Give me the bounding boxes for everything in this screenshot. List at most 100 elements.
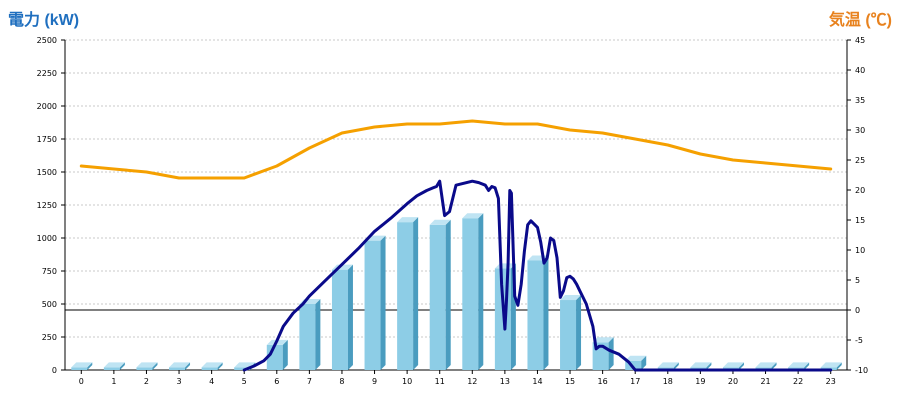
left-tick-label: 1000 [37, 234, 57, 243]
lines-layer [79, 119, 833, 372]
right-tick-label: 45 [855, 36, 865, 45]
x-tick-label: 14 [532, 377, 542, 386]
bar [364, 235, 386, 370]
bar-front [234, 367, 251, 370]
bar [397, 217, 419, 370]
x-tick-label: 22 [793, 377, 803, 386]
right-tick-label: -5 [855, 336, 863, 345]
x-tick-label: 18 [663, 377, 673, 386]
bar-front [299, 304, 316, 370]
bar [169, 362, 191, 370]
bar-front [169, 367, 186, 370]
bar-side [152, 362, 158, 370]
right-tick-label: 0 [855, 306, 860, 315]
x-tick-label: 8 [339, 377, 344, 386]
x-tick-label: 15 [565, 377, 575, 386]
bar [136, 362, 158, 370]
x-tick-label: 0 [79, 377, 84, 386]
axes-layer: 02505007501000125015001750200022502500-1… [37, 36, 868, 386]
bar-side [87, 362, 93, 370]
bar-top [397, 217, 419, 223]
bar [331, 264, 353, 370]
right-tick-label: 5 [855, 276, 860, 285]
x-tick-label: 2 [144, 377, 149, 386]
bar [103, 362, 125, 370]
x-tick-label: 17 [630, 377, 640, 386]
left-tick-label: 2000 [37, 102, 57, 111]
left-tick-label: 1250 [37, 201, 57, 210]
bar [201, 362, 223, 370]
bar-front [201, 367, 218, 370]
right-tick-label: 15 [855, 216, 865, 225]
bar-side [413, 217, 419, 370]
bar-side [217, 362, 223, 370]
bar-side [315, 299, 321, 370]
left-tick-label: 1500 [37, 168, 57, 177]
bar-side [706, 362, 712, 370]
left-tick-label: 750 [42, 267, 57, 276]
x-tick-label: 9 [372, 377, 377, 386]
bar-front [71, 367, 88, 370]
bar-top [592, 337, 614, 343]
bar [462, 213, 484, 370]
bar-side [641, 355, 647, 370]
right-tick-label: -10 [855, 366, 868, 375]
bar [527, 255, 549, 370]
x-tick-label: 23 [826, 377, 836, 386]
bar [429, 219, 451, 370]
bar-side [478, 213, 484, 370]
bar-front [560, 300, 577, 370]
bar-front [103, 367, 120, 370]
right-tick-label: 25 [855, 156, 865, 165]
bar-side [380, 235, 386, 370]
x-tick-label: 1 [111, 377, 116, 386]
bar-front [462, 218, 479, 370]
bar-side [673, 362, 679, 370]
bar-top [788, 362, 810, 368]
right-tick-label: 20 [855, 186, 865, 195]
bar [71, 362, 93, 370]
bar-top [690, 362, 712, 368]
bars-layer [71, 213, 842, 370]
left-tick-label: 0 [52, 366, 57, 375]
bar-side [576, 295, 582, 370]
x-tick-label: 19 [695, 377, 705, 386]
left-tick-label: 250 [42, 333, 57, 342]
bar [560, 295, 582, 370]
temperature-line [79, 119, 833, 180]
bar-top [136, 362, 158, 368]
bar-top [169, 362, 191, 368]
bar-front [429, 224, 446, 370]
x-tick-label: 3 [176, 377, 181, 386]
bar-top [820, 362, 842, 368]
x-tick-label: 12 [467, 377, 477, 386]
bar-side [738, 362, 744, 370]
bar-front [136, 367, 153, 370]
bar-front [527, 260, 544, 370]
left-axis-label: 電力 (kW) [8, 12, 80, 29]
bar-top [722, 362, 744, 368]
bar-side [282, 339, 288, 370]
x-tick-label: 4 [209, 377, 214, 386]
bar-top [755, 362, 777, 368]
bar [299, 299, 321, 370]
bar-side [771, 362, 777, 370]
right-tick-label: 30 [855, 126, 865, 135]
x-tick-label: 7 [307, 377, 312, 386]
bar-top [201, 362, 223, 368]
x-tick-label: 21 [760, 377, 770, 386]
right-tick-label: 10 [855, 246, 865, 255]
x-tick-label: 5 [242, 377, 247, 386]
bar-top [103, 362, 125, 368]
bar-front [364, 240, 381, 370]
bar-top [462, 213, 484, 219]
bar-side [445, 219, 451, 370]
bar-side [119, 362, 125, 370]
bar-top [625, 355, 647, 361]
x-tick-label: 11 [435, 377, 445, 386]
left-tick-label: 2500 [37, 36, 57, 45]
right-tick-label: 40 [855, 66, 865, 75]
x-tick-label: 20 [728, 377, 738, 386]
left-tick-label: 2250 [37, 69, 57, 78]
